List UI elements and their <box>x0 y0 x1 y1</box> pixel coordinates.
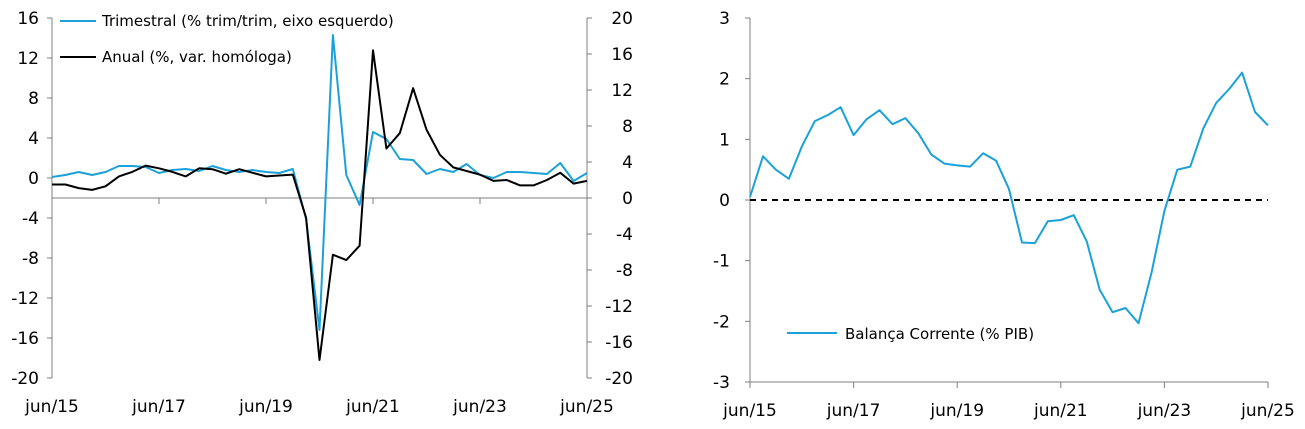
y-tick-label: -2 <box>713 312 730 332</box>
left-y-tick-label: 4 <box>28 129 39 149</box>
legend: Balança Corrente (% PIB) <box>787 325 1034 343</box>
y-tick-label: -3 <box>713 373 730 393</box>
x-axis-ticks: jun/15 jun/17 jun/19 jun/21 jun/23 jun/25 <box>24 397 614 417</box>
right-y-tick-label: 20 <box>611 9 633 29</box>
right-y-tick-label: 12 <box>611 81 633 101</box>
y-axis-ticks: 3 2 1 0 -1 -2 -3 <box>713 9 730 393</box>
left-y-tick-label: -12 <box>11 289 39 309</box>
series-lines <box>51 34 588 361</box>
right-y-tick-label: -12 <box>605 297 633 317</box>
x-tick-label: jun/23 <box>1137 401 1192 421</box>
x-tick-label: jun/17 <box>131 397 186 417</box>
left-y-tick-label: -20 <box>11 369 39 389</box>
x-tick-label: jun/23 <box>452 397 507 417</box>
y-tick-label: -1 <box>713 252 730 272</box>
x-tick-label: jun/25 <box>1240 401 1295 421</box>
left-y-tick-label: -8 <box>22 249 39 269</box>
left-y-tick-label: -4 <box>22 209 39 229</box>
x-tick-label: jun/21 <box>1033 401 1088 421</box>
y-tick-label: 1 <box>719 130 730 150</box>
chart-gdp-growth: 16 12 8 4 0 -4 -8 -12 -16 -20 20 16 12 8 4 0 -4 -8 -12 -16… <box>11 9 633 417</box>
left-y-axis-ticks: 16 12 8 4 0 -4 -8 -12 -16 -20 <box>11 9 39 389</box>
legend-label-trimestral: Trimestral (% trim/trim, eixo esquerdo) <box>101 12 394 30</box>
x-axis-ticks: jun/15 jun/17 jun/19 jun/21 jun/23 jun/25 <box>722 401 1295 421</box>
legend-label-anual: Anual (%, var. homóloga) <box>102 48 292 66</box>
x-tick-label: jun/21 <box>345 397 400 417</box>
chart-current-account: 3 2 1 0 -1 -2 -3 jun/15 jun/17 jun/19 jun/21 jun/2… <box>713 9 1295 421</box>
left-y-tick-label: 16 <box>17 9 39 29</box>
x-tick-label: jun/19 <box>929 401 984 421</box>
right-y-tick-label: -4 <box>616 225 633 245</box>
left-y-tick-label: 0 <box>28 169 39 189</box>
x-tick-label: jun/17 <box>826 401 881 421</box>
x-tick-label: jun/15 <box>722 401 777 421</box>
x-tick-label: jun/25 <box>559 397 614 417</box>
right-y-tick-label: -8 <box>616 261 633 281</box>
legend: Trimestral (% trim/trim, eixo esquerdo) … <box>60 12 394 66</box>
series-line-balanca <box>749 71 1269 325</box>
left-y-tick-label: 12 <box>17 49 39 69</box>
y-tick-label: 0 <box>719 191 730 211</box>
x-tick-label: jun/19 <box>238 397 293 417</box>
right-y-tick-label: -20 <box>605 369 633 389</box>
series-line-anual <box>52 49 588 361</box>
right-y-axis-ticks: 20 16 12 8 4 0 -4 -8 -12 -16 -20 <box>605 9 633 389</box>
legend-label-balanca: Balança Corrente (% PIB) <box>845 325 1034 343</box>
left-y-tick-label: 8 <box>28 89 39 109</box>
right-y-tick-label: 4 <box>622 153 633 173</box>
series-line-trimestral <box>51 34 588 331</box>
right-y-tick-label: -16 <box>605 333 633 353</box>
x-tick-label: jun/15 <box>24 397 79 417</box>
series-lines <box>749 71 1269 325</box>
right-y-tick-label: 0 <box>622 189 633 209</box>
right-y-tick-label: 8 <box>622 117 633 137</box>
right-y-tick-label: 16 <box>611 45 633 65</box>
chart-axes <box>745 17 1269 388</box>
y-tick-label: 3 <box>719 9 730 29</box>
left-y-tick-label: -16 <box>11 329 39 349</box>
y-tick-label: 2 <box>719 70 730 90</box>
chart-axes <box>47 17 592 379</box>
